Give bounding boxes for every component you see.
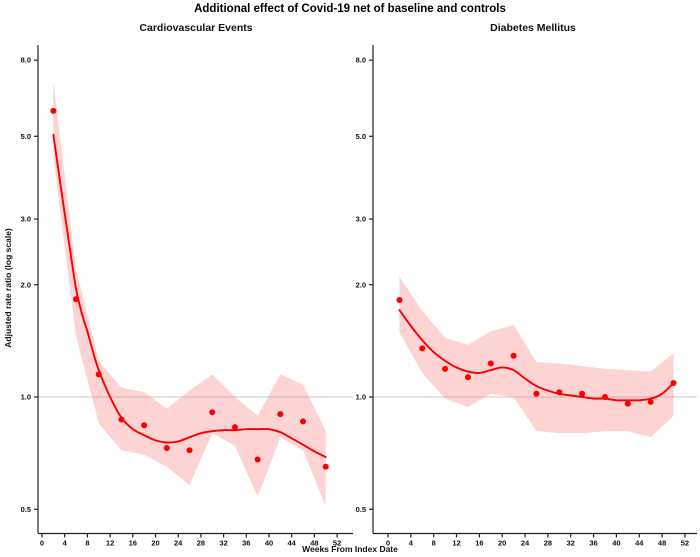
x-tick-label: 44	[288, 539, 297, 548]
data-point	[442, 365, 449, 372]
panel-0: 8.05.03.02.01.00.50 4 8 12 16 20 24 28 32 36 40 44 4…	[21, 45, 353, 548]
x-tick-label: 32	[567, 539, 575, 548]
data-point	[141, 422, 148, 429]
x-tick-label: 28	[197, 539, 205, 548]
data-point	[533, 390, 540, 397]
y-tick-label: 2.0	[21, 280, 31, 289]
chart-title: Additional effect of Covid-19 net of bas…	[194, 3, 506, 15]
x-tick-label: 4	[409, 539, 414, 548]
y-tick-label: 5.0	[356, 132, 366, 141]
x-tick-label: 8	[432, 539, 436, 548]
x-tick-label: 16	[475, 539, 483, 548]
data-point	[510, 352, 517, 359]
x-tick-label: 24	[521, 539, 530, 548]
data-point	[624, 400, 631, 407]
x-tick-label: 0	[386, 539, 390, 548]
confidence-ribbon	[53, 81, 326, 507]
x-tick-label: 12	[452, 539, 460, 548]
x-tick-label: 4	[63, 539, 68, 548]
panel-title-cardiovascular: Cardiovascular Events	[139, 22, 253, 34]
data-point	[50, 107, 57, 114]
data-point	[209, 409, 216, 416]
x-tick-label: 44	[635, 539, 644, 548]
x-tick-label: 20	[151, 539, 159, 548]
panel-1: 8.05.03.02.01.00.50 4 8 12 16 20 24 28 32 36 40 44 4…	[356, 45, 697, 548]
data-point	[487, 360, 494, 367]
data-point	[277, 411, 284, 418]
x-tick-label: 16	[129, 539, 137, 548]
x-tick-label: 0	[40, 539, 44, 548]
data-point	[396, 296, 403, 303]
y-tick-label: 1.0	[356, 393, 366, 402]
data-point	[73, 296, 80, 303]
data-point	[186, 447, 193, 454]
data-point	[300, 418, 307, 425]
y-tick-label: 1.0	[21, 393, 31, 402]
x-axis-label: Weeks From Index Date	[302, 544, 398, 554]
y-tick-label: 0.5	[21, 505, 31, 514]
x-tick-label: 8	[85, 539, 89, 548]
y-axis-label: Adjusted rate ratio (log scale)	[3, 228, 13, 348]
data-point	[601, 394, 608, 400]
trend-line	[52, 133, 327, 459]
y-tick-label: 5.0	[21, 132, 31, 141]
x-tick-label: 12	[106, 539, 114, 548]
panel-title-diabetes: Diabetes Mellitus	[490, 22, 576, 34]
data-point	[118, 416, 125, 423]
y-tick-label: 8.0	[21, 56, 31, 65]
x-tick-label: 48	[310, 539, 318, 548]
data-point	[322, 463, 329, 470]
data-point	[670, 380, 677, 387]
data-point	[419, 345, 426, 352]
x-tick-label: 32	[219, 539, 227, 548]
x-tick-label: 24	[174, 539, 183, 548]
x-tick-label: 36	[589, 539, 597, 548]
data-point	[647, 398, 654, 405]
trend-line	[398, 309, 675, 402]
data-point	[464, 374, 471, 381]
y-tick-label: 2.0	[356, 280, 366, 289]
data-point	[163, 444, 170, 451]
x-tick-label: 28	[544, 539, 552, 548]
y-tick-label: 3.0	[356, 215, 366, 224]
data-point	[556, 389, 563, 396]
data-point	[254, 456, 261, 463]
y-tick-label: 8.0	[356, 56, 366, 65]
x-tick-label: 36	[242, 539, 250, 548]
y-tick-label: 3.0	[21, 215, 31, 224]
x-tick-label: 48	[658, 539, 666, 548]
data-point	[95, 371, 102, 378]
x-tick-label: 52	[333, 539, 341, 548]
x-tick-label: 40	[265, 539, 273, 548]
data-point	[231, 424, 238, 431]
x-tick-label: 40	[612, 539, 620, 548]
data-point	[579, 390, 586, 397]
y-tick-label: 0.5	[356, 505, 366, 514]
x-tick-label: 52	[681, 539, 689, 548]
x-tick-label: 20	[498, 539, 506, 548]
